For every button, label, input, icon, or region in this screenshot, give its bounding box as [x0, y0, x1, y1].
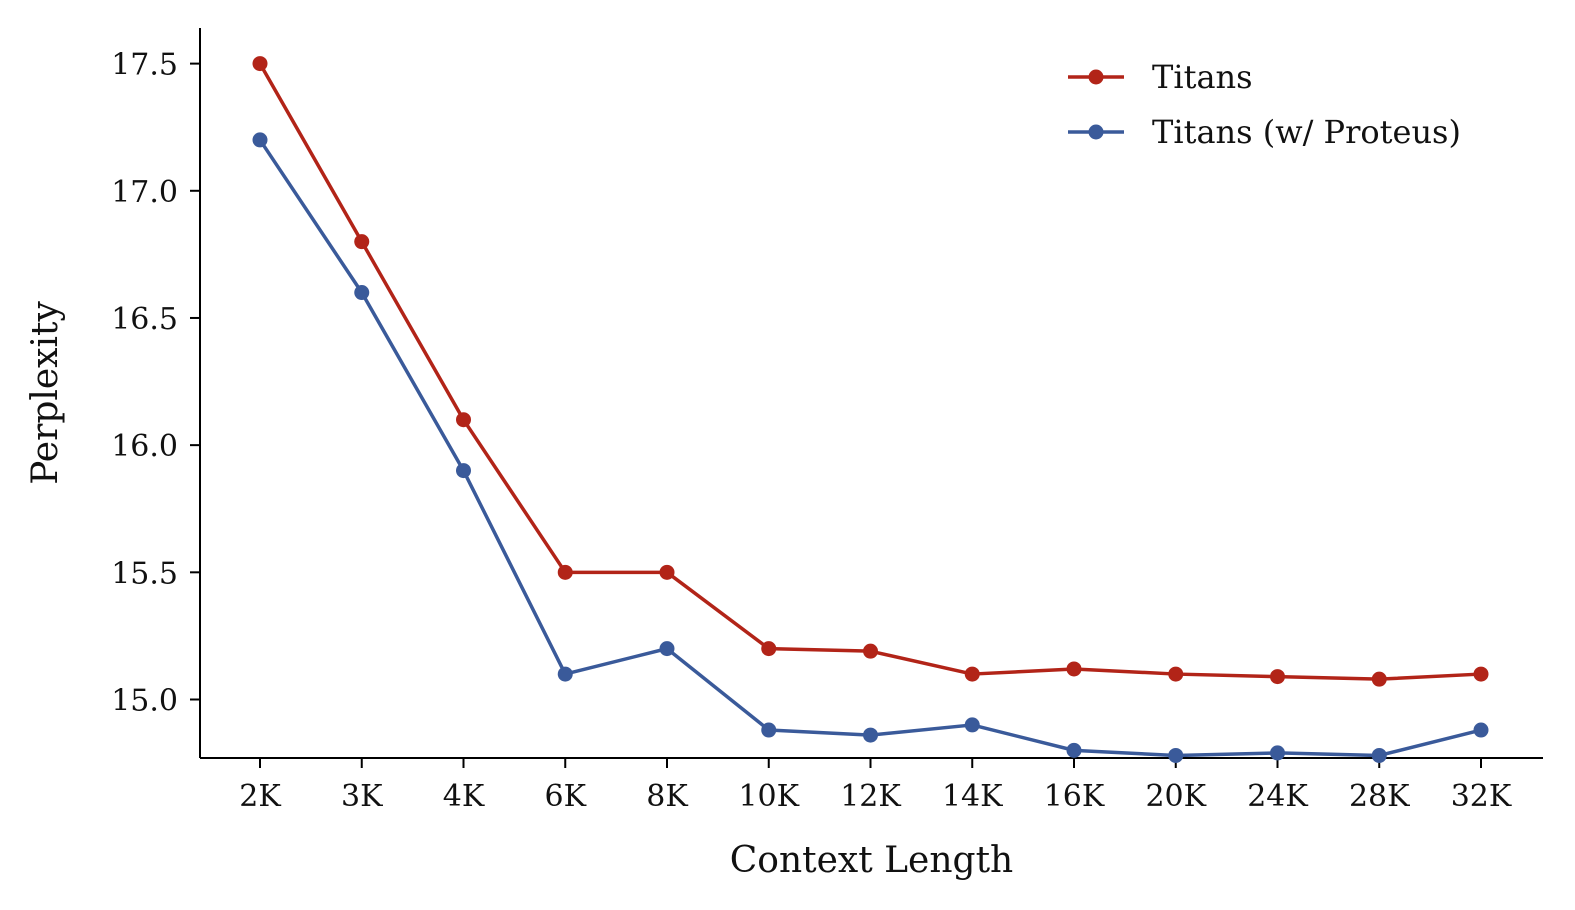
- x-tick-label: 3K: [341, 779, 383, 814]
- data-point: [456, 463, 471, 479]
- data-point: [761, 641, 777, 657]
- x-axis-title: Context Length: [730, 840, 1013, 881]
- x-tick-label: 12K: [840, 779, 901, 814]
- data-point: [964, 717, 980, 733]
- x-tick-label: 6K: [545, 779, 587, 814]
- y-tick-label: 16.0: [111, 429, 178, 464]
- data-point: [659, 641, 675, 657]
- legend-label-2: Titans (w/ Proteus): [1152, 113, 1461, 151]
- data-point: [252, 132, 268, 148]
- data-point: [557, 666, 573, 682]
- x-tick-label: 14K: [942, 779, 1003, 814]
- data-point: [252, 56, 268, 72]
- data-point: [863, 643, 878, 659]
- data-point: [1473, 666, 1489, 682]
- series-line-1: [258, 62, 1482, 681]
- y-tick-label: 16.5: [111, 302, 178, 337]
- x-tick-label: 2K: [239, 779, 281, 814]
- y-tick-label: 15.0: [111, 683, 178, 718]
- x-tick-label: 10K: [738, 779, 799, 814]
- x-tick-label: 28K: [1349, 779, 1410, 814]
- legend-label-1: Titans: [1152, 58, 1253, 96]
- plot-area: [252, 56, 1489, 763]
- data-point: [1168, 666, 1184, 682]
- data-point: [1270, 669, 1285, 685]
- data-point: [1168, 747, 1184, 763]
- legend-marker-1: [1088, 69, 1104, 85]
- data-point: [1270, 745, 1285, 761]
- legend-marker-2: [1088, 124, 1104, 140]
- data-point: [659, 564, 675, 580]
- data-point: [354, 285, 370, 301]
- data-point: [1371, 671, 1387, 687]
- x-tick-label: 4K: [443, 779, 485, 814]
- data-point: [863, 727, 878, 743]
- y-axis-title: Perplexity: [25, 301, 66, 485]
- x-tick-label: 24K: [1247, 779, 1308, 814]
- data-point: [964, 666, 980, 682]
- x-tick-label: 16K: [1044, 779, 1105, 814]
- data-point: [354, 234, 370, 250]
- legend: Titans Titans (w/ Proteus): [1068, 58, 1461, 151]
- data-point: [1473, 722, 1489, 738]
- x-tick-label: 20K: [1145, 779, 1206, 814]
- data-point: [1066, 742, 1082, 758]
- data-point: [557, 564, 573, 580]
- data-point: [1066, 661, 1082, 677]
- x-tick-label: 8K: [646, 779, 688, 814]
- data-point: [1371, 747, 1387, 763]
- y-tick-label: 17.0: [111, 175, 178, 210]
- data-point: [456, 412, 471, 428]
- y-axis-ticks: 15.0 15.5 16.0 16.5 17.0 17.5: [111, 48, 200, 718]
- x-tick-label: 32K: [1451, 779, 1512, 814]
- y-tick-label: 17.5: [111, 48, 178, 83]
- data-point: [761, 722, 777, 738]
- series-line-2: [258, 138, 1482, 758]
- x-axis-ticks: 2K 3K 4K 6K 8K 10K 12K 14K 16K 20K 24K 28K 32K: [239, 758, 1512, 814]
- y-tick-label: 15.5: [111, 556, 178, 591]
